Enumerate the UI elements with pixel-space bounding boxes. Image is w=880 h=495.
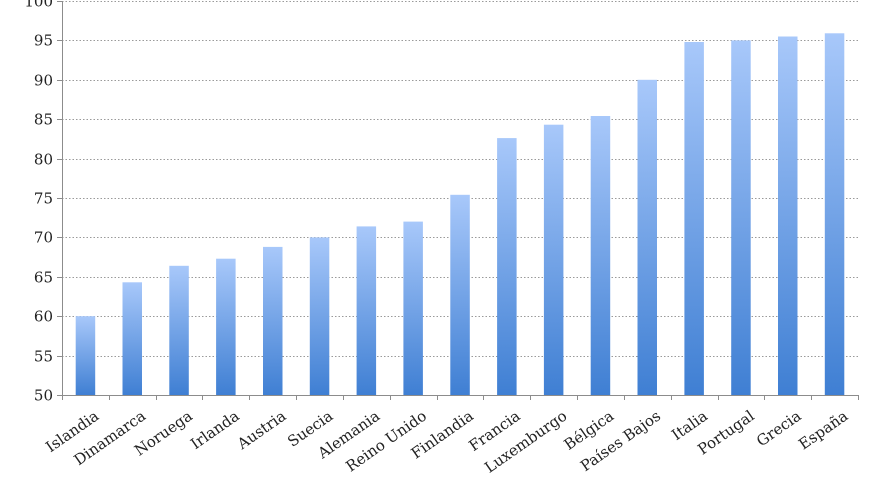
bar [75,316,96,395]
bar [824,33,845,396]
y-tick-label: 95 [34,32,53,50]
x-category-label: Irlanda [187,407,242,453]
bars [75,33,845,396]
bar [122,282,142,395]
bar [309,237,330,395]
bar [497,138,517,395]
bar [403,221,423,395]
y-tick-label: 100 [24,0,53,11]
axes [62,1,858,396]
bar [731,40,751,396]
bar [590,116,611,395]
bar [356,226,377,395]
x-category-label: Austria [233,407,289,454]
bar [216,258,236,395]
bar [169,265,189,395]
bar [684,42,704,395]
y-tick-label: 55 [34,348,53,366]
bar [543,124,564,395]
bar [637,79,657,396]
y-tick-label: 90 [34,72,53,90]
y-tick-label: 70 [34,229,53,247]
y-tick-label: 60 [34,308,53,326]
y-axis-tick-labels: 50 55 60 65 70 75 80 85 90 95 100 [24,0,53,405]
y-tick-label: 85 [34,111,53,129]
y-tick-label: 50 [34,387,53,405]
x-category-label: Países Bajos [577,407,664,475]
y-tick-label: 80 [34,151,53,169]
bar [778,36,798,395]
y-tick-label: 75 [34,190,53,208]
bar [263,246,283,395]
x-category-label: España [795,407,851,454]
x-category-label: Grecia [753,407,804,451]
bar [450,194,470,395]
x-axis-category-labels: IslandiaDinamarcaNoruegaIrlandaAustriaSu… [42,407,851,477]
y-tick-label: 65 [34,269,53,287]
